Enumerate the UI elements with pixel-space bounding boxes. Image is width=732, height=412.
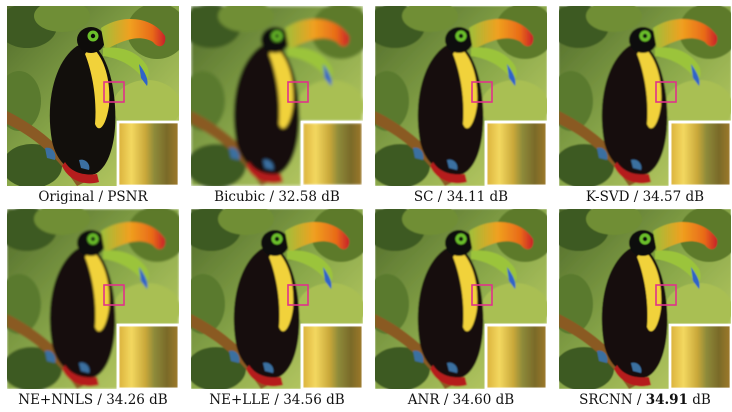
panel-caption: NE+LLE / 34.56 dB — [209, 392, 345, 408]
highlight-box — [287, 81, 309, 103]
psnr-value: 34.26 dB — [106, 392, 168, 408]
psnr-value: 34.60 dB — [452, 392, 515, 408]
psnr-value: 34.57 dB — [642, 189, 705, 205]
zoom-inset — [300, 120, 363, 186]
zoom-inset — [300, 323, 363, 389]
zoom-inset — [484, 323, 547, 389]
psnr-value: PSNR — [107, 189, 148, 205]
psnr-unit: dB — [687, 392, 711, 408]
method-label: Original — [38, 189, 95, 205]
panel-caption: SRCNN / 34.91 dB — [579, 392, 711, 408]
panel-caption: ANR / 34.60 dB — [407, 392, 515, 408]
toucan-image — [375, 209, 547, 389]
psnr-value: 32.58 dB — [278, 189, 340, 205]
highlight-box — [655, 284, 677, 306]
panel-caption: NE+NNLS / 34.26 dB — [18, 392, 168, 408]
highlight-box — [655, 81, 677, 103]
method-label: K-SVD — [585, 189, 630, 205]
highlight-box — [471, 81, 493, 103]
method-label: Bicubic — [214, 189, 266, 205]
panel-caption: Bicubic / 32.58 dB — [214, 189, 340, 205]
method-label: NE+LLE — [209, 392, 271, 408]
toucan-image — [7, 209, 179, 389]
highlight-box — [287, 284, 309, 306]
psnr-value: 34.56 dB — [283, 392, 345, 408]
toucan-image — [375, 6, 547, 186]
toucan-image — [191, 209, 363, 389]
psnr-value: 34.11 dB — [446, 189, 509, 205]
toucan-image — [7, 6, 179, 186]
highlight-box — [471, 284, 493, 306]
psnr-value: 34.91 — [645, 392, 688, 408]
toucan-image — [559, 6, 731, 186]
zoom-inset — [116, 323, 179, 389]
zoom-inset — [484, 120, 547, 186]
panel-caption: K-SVD / 34.57 dB — [585, 189, 705, 205]
zoom-inset — [668, 323, 731, 389]
method-label: NE+NNLS — [18, 392, 94, 408]
toucan-image — [191, 6, 363, 186]
highlight-box — [103, 81, 125, 103]
method-label: SRCNN — [579, 392, 633, 408]
panel-caption: Original / PSNR — [38, 189, 148, 205]
toucan-image — [559, 209, 731, 389]
panel-caption: SC / 34.11 dB — [413, 189, 509, 205]
zoom-inset — [116, 120, 179, 186]
method-label: ANR — [407, 392, 440, 408]
method-label: SC — [413, 189, 434, 205]
zoom-inset — [668, 120, 731, 186]
highlight-box — [103, 284, 125, 306]
